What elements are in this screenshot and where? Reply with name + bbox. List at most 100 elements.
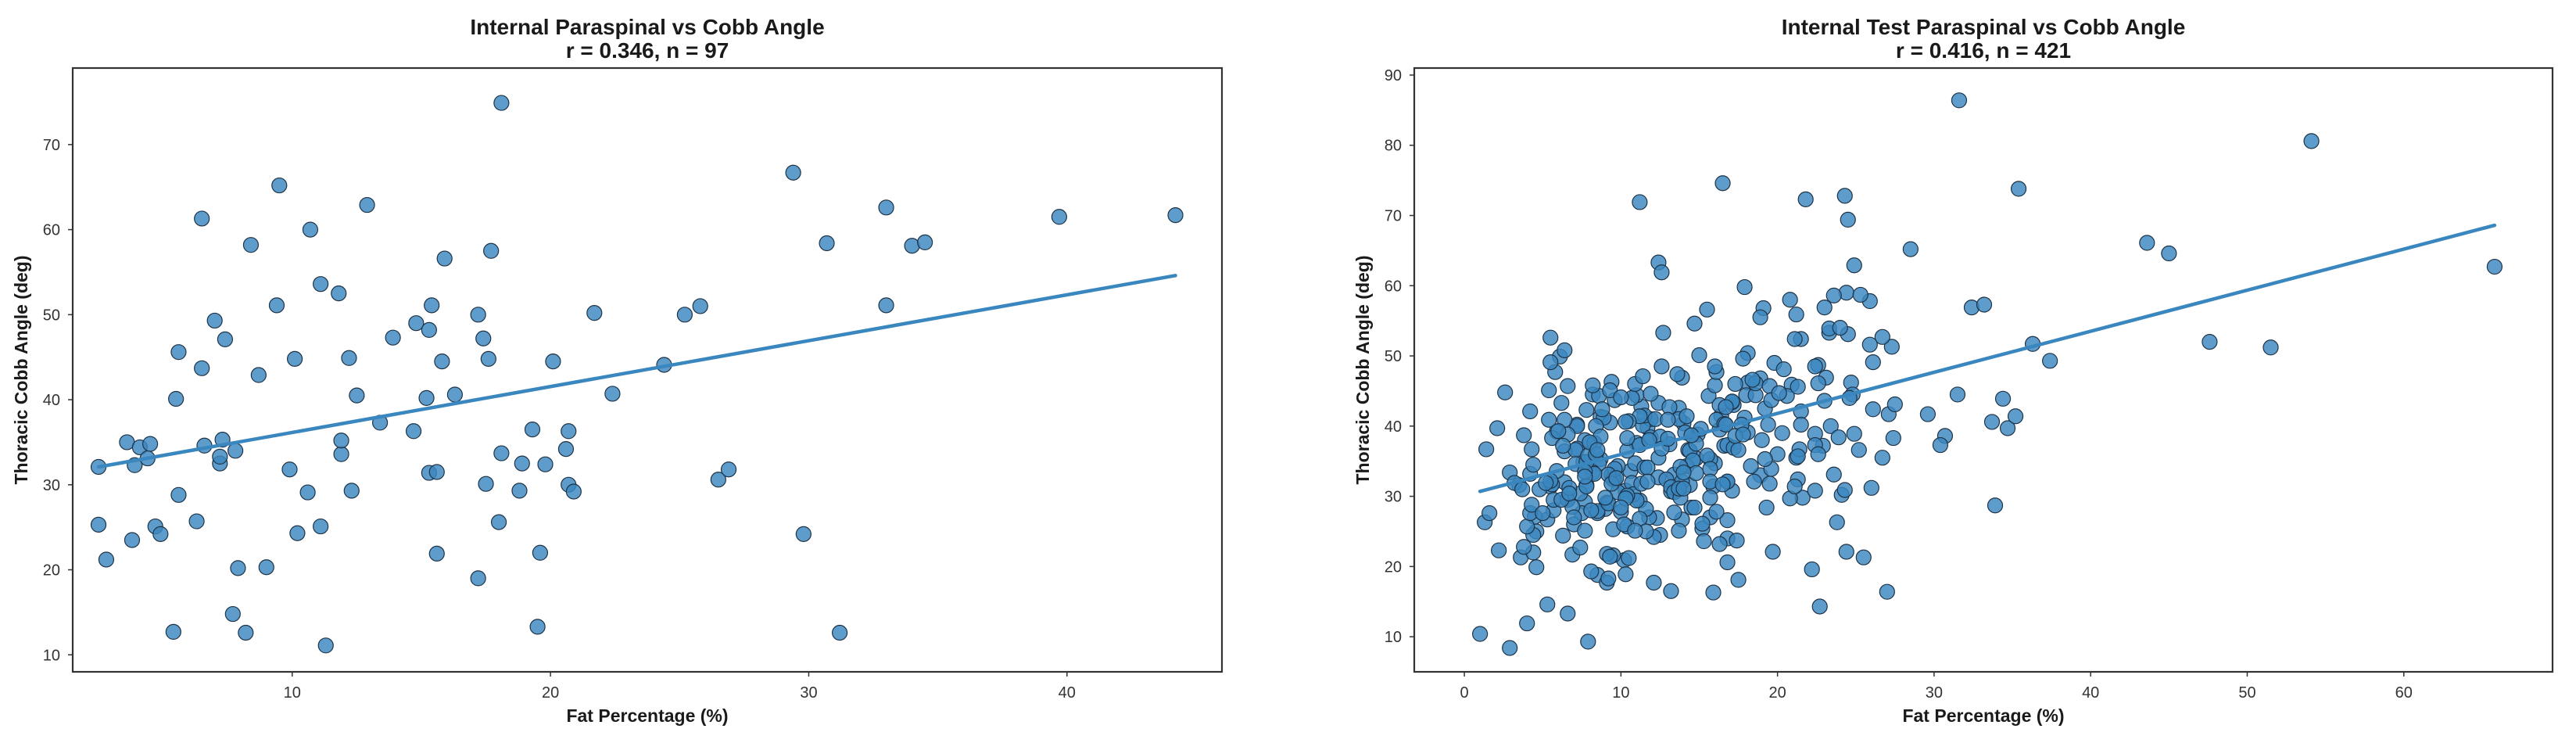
- x-tick-label: 20: [1769, 684, 1786, 702]
- chart-subtitle: r = 0.416, n = 421: [1896, 38, 2071, 63]
- data-point: [1578, 402, 1595, 418]
- data-point: [1807, 358, 1823, 375]
- data-point: [165, 623, 181, 640]
- data-point: [1754, 432, 1770, 448]
- plot-frame: [1413, 66, 2554, 673]
- data-point: [1472, 626, 1489, 642]
- data-point: [2161, 245, 2177, 262]
- data-point: [206, 312, 223, 329]
- data-point: [1730, 572, 1747, 588]
- data-point: [1696, 533, 1712, 550]
- data-point: [1886, 396, 1903, 413]
- x-tick-label: 40: [1059, 684, 1076, 702]
- scatter-panel-right: Internal Test Paraspinal vs Cobb Angle r…: [1352, 15, 2554, 726]
- data-point: [1760, 416, 1776, 433]
- x-tick-label: 0: [1460, 684, 1469, 702]
- regression-line: [96, 274, 1177, 469]
- data-point: [904, 238, 920, 254]
- data-point: [1714, 476, 1731, 493]
- data-point: [436, 250, 453, 267]
- data-point: [1865, 401, 1881, 418]
- data-point: [1983, 414, 2001, 430]
- data-point: [478, 476, 494, 492]
- data-point: [561, 423, 577, 440]
- data-point: [188, 513, 205, 529]
- data-point: [493, 95, 510, 111]
- x-axis-label: Fat Percentage (%): [1902, 705, 2064, 726]
- data-point: [1572, 540, 1589, 556]
- x-tick-label: 50: [2238, 684, 2255, 702]
- data-point: [1671, 522, 1687, 539]
- data-point: [692, 298, 708, 314]
- data-point: [1874, 328, 1890, 345]
- data-point: [317, 637, 334, 654]
- data-point: [1608, 470, 1625, 486]
- data-point: [1653, 358, 1670, 375]
- data-point: [1491, 542, 1507, 558]
- data-point: [1679, 408, 1695, 425]
- data-point: [230, 560, 246, 576]
- x-tick-label: 30: [800, 684, 817, 702]
- data-point: [1829, 514, 1845, 530]
- data-point: [421, 321, 437, 338]
- data-point: [2486, 258, 2503, 275]
- y-tick-label: 50: [1385, 348, 1402, 365]
- data-point: [1539, 596, 1556, 612]
- data-point: [1825, 287, 1842, 303]
- data-point: [1525, 457, 1542, 473]
- data-point: [1600, 570, 1617, 587]
- data-point: [343, 483, 360, 499]
- data-point: [2007, 408, 2024, 425]
- data-point: [1976, 296, 1993, 313]
- data-point: [1627, 522, 1643, 539]
- data-point: [194, 210, 210, 227]
- data-point: [795, 526, 811, 542]
- y-tick-label: 20: [1385, 558, 1402, 576]
- data-point: [1832, 320, 1848, 336]
- data-point: [170, 486, 187, 503]
- data-point: [1711, 536, 1728, 552]
- data-point: [1655, 325, 1671, 341]
- x-tick-label: 10: [1612, 684, 1629, 702]
- data-point: [557, 441, 575, 458]
- data-point: [1481, 505, 1498, 522]
- data-point: [1810, 446, 1826, 462]
- data-point: [1846, 257, 1862, 274]
- data-point: [1865, 354, 1881, 371]
- y-tick-label: 10: [1385, 629, 1402, 646]
- data-point: [1883, 339, 1900, 355]
- data-point: [493, 445, 510, 461]
- data-point: [168, 390, 185, 407]
- data-point: [1811, 598, 1828, 615]
- data-point: [1585, 377, 1601, 393]
- data-point: [1949, 386, 1966, 403]
- data-point: [1885, 429, 1901, 447]
- data-point: [511, 483, 528, 499]
- y-tick-label: 10: [43, 647, 60, 664]
- data-point: [1516, 539, 1532, 555]
- data-point: [289, 525, 306, 541]
- data-point: [359, 196, 375, 214]
- data-point: [446, 386, 463, 403]
- data-point: [1691, 347, 1707, 364]
- data-point: [313, 518, 329, 535]
- data-point: [331, 285, 347, 302]
- data-point: [565, 483, 582, 500]
- data-point: [2263, 339, 2279, 356]
- data-point: [1743, 458, 1759, 475]
- data-point: [676, 307, 693, 323]
- chart-title: Internal Test Paraspinal vs Cobb Angle: [1782, 15, 2186, 39]
- data-point: [1863, 479, 1879, 496]
- scatter-panel-left: Internal Paraspinal vs Cobb Angle r = 0.…: [11, 15, 1224, 726]
- data-point: [1594, 401, 1610, 418]
- data-point: [1497, 384, 1514, 400]
- data-points: [1472, 92, 2503, 656]
- data-point: [1786, 478, 1803, 495]
- data-point: [1788, 306, 1804, 323]
- data-point: [1699, 447, 1715, 464]
- data-point: [514, 455, 530, 472]
- data-point: [1613, 389, 1629, 406]
- y-tick-label: 90: [1385, 67, 1402, 84]
- y-axis-label: Thoracic Cobb Angle (deg): [1352, 255, 1373, 484]
- data-point: [1618, 566, 1634, 583]
